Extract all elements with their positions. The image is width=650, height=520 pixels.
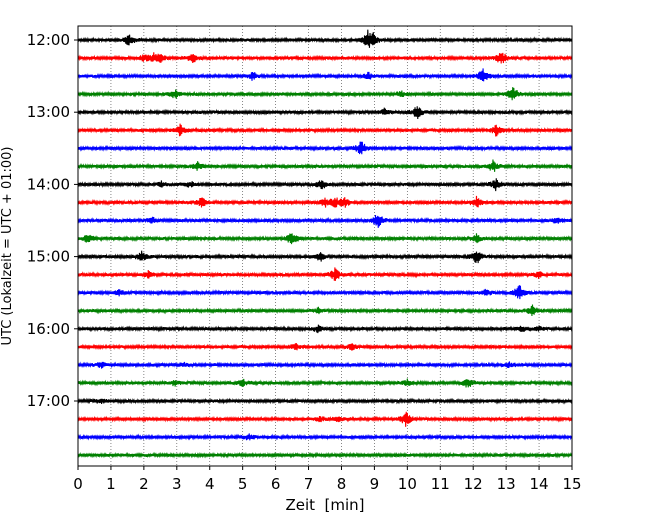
- trace-1245: [77, 87, 573, 101]
- trace-1700: [77, 397, 573, 405]
- x-axis-label: Zeit [min]: [285, 496, 364, 514]
- trace-1345: [77, 159, 573, 172]
- x-tick-label: 3: [172, 475, 182, 493]
- x-tick-label: 10: [398, 475, 417, 493]
- y-tick-label: 15:00: [27, 248, 70, 266]
- trace-1200: [77, 29, 573, 48]
- trace-1630: [77, 361, 573, 369]
- trace-1300: [77, 106, 573, 120]
- x-tick-label: 0: [73, 475, 83, 493]
- trace-1500: [77, 250, 573, 264]
- y-axis-label: UTC (Lokalzeit = UTC + 01:00): [0, 147, 15, 346]
- trace-1400: [77, 178, 573, 192]
- x-tick-label: 13: [497, 475, 516, 493]
- trace-1415: [77, 195, 573, 208]
- x-axis: 0 1 2 3 4 5 6 7 8 9 10 11 12 13 14 15: [73, 466, 582, 493]
- y-tick-label: 13:00: [27, 103, 70, 121]
- grid-lines: [110, 26, 540, 466]
- y-tick-label: 16:00: [27, 320, 70, 338]
- trace-1530: [77, 285, 573, 300]
- y-tick-label: 12:00: [27, 31, 70, 49]
- trace-1330: [77, 141, 573, 155]
- trace-1600: [77, 324, 573, 334]
- y-tick-label: 17:00: [27, 392, 70, 410]
- x-tick-label: 12: [464, 475, 483, 493]
- y-axis: 12:00 13:00 14:00 15:00 16:00 17:00: [27, 31, 78, 410]
- trace-1645: [77, 378, 573, 388]
- trace-1445: [77, 233, 573, 245]
- x-tick-label: 5: [238, 475, 248, 493]
- trace-1215: [77, 52, 573, 64]
- x-tick-label: 2: [139, 475, 149, 493]
- x-tick-label: 7: [304, 475, 314, 493]
- x-tick-label: 15: [562, 475, 581, 493]
- trace-1715: [77, 411, 573, 427]
- trace-1745: [77, 451, 573, 459]
- trace-1515: [77, 267, 573, 281]
- trace-1230: [77, 68, 573, 82]
- x-tick-label: 6: [271, 475, 281, 493]
- trace-1315: [77, 123, 573, 137]
- seismogram-traces: [77, 29, 573, 459]
- x-tick-label: 9: [370, 475, 380, 493]
- x-tick-label: 11: [431, 475, 450, 493]
- trace-1430: [77, 214, 573, 228]
- x-tick-label: 1: [106, 475, 116, 493]
- x-tick-label: 8: [337, 475, 347, 493]
- trace-1730: [77, 433, 573, 441]
- trace-1615: [77, 343, 573, 351]
- x-tick-label: 14: [530, 475, 549, 493]
- plot-frame: [77, 25, 573, 467]
- trace-1545: [77, 304, 573, 316]
- x-tick-label: 4: [205, 475, 215, 493]
- y-tick-label: 14:00: [27, 175, 70, 193]
